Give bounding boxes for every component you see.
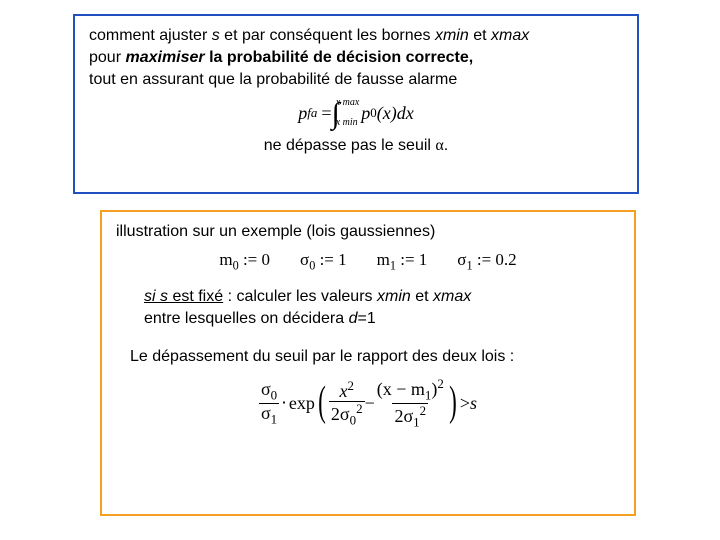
t: xmax — [491, 27, 529, 44]
t: la probabilité de décision correcte, — [205, 49, 474, 66]
sigma-frac: σ0 σ1 — [259, 380, 279, 425]
threshold-formula: σ0 σ1 ⋅ exp ( x2 2σ02 − (x − m1)2 2σ12 )… — [116, 377, 620, 428]
t: ⋅ — [281, 393, 287, 414]
l1u: si s est fixé — [144, 288, 223, 305]
t: comment ajuster — [89, 27, 212, 44]
t: est fixé — [168, 288, 223, 305]
t: entre lesquelles on décidera — [144, 310, 349, 327]
t: > — [460, 393, 470, 414]
t: si — [144, 288, 160, 305]
params-line: m0 := 0 σ0 := 1 m1 := 1 σ1 := 0.2 — [116, 250, 620, 273]
t: s — [470, 393, 477, 414]
t: p — [298, 103, 307, 124]
t: ne dépasse pas le seuil — [264, 137, 436, 154]
term1: x2 2σ02 — [329, 379, 365, 427]
t: xmin — [435, 27, 469, 44]
t: = — [321, 103, 331, 124]
pfa-formula: pfa = ∫ x max x min p0 (x)dx — [89, 98, 623, 128]
t: et — [469, 27, 491, 44]
param-m1: m1 := 1 — [377, 250, 428, 273]
param-m0: m0 := 0 — [219, 250, 270, 273]
t: et — [411, 288, 433, 305]
param-s0: σ0 := 1 — [300, 250, 347, 273]
p1: comment ajuster s et par conséquent les … — [89, 26, 623, 46]
t: =1 — [357, 310, 375, 327]
t: (x)dx — [377, 103, 414, 124]
t: s — [212, 27, 220, 44]
t: exp — [289, 393, 315, 414]
heading: illustration sur un exemple (lois gaussi… — [116, 222, 620, 242]
t: s — [160, 288, 168, 305]
t: fa — [307, 105, 317, 121]
t: : calculer les valeurs — [223, 288, 377, 305]
example-box: illustration sur un exemple (lois gaussi… — [100, 210, 636, 516]
p4: ne dépasse pas le seuil α. — [89, 136, 623, 156]
lparen-icon: ( — [318, 384, 326, 422]
t: − — [365, 393, 375, 414]
integral-icon: ∫ — [331, 100, 339, 127]
t: p — [361, 103, 370, 124]
l3: Le dépassement du seuil par le rapport d… — [116, 347, 620, 367]
t: maximiser — [125, 49, 204, 66]
l2: entre lesquelles on décidera d=1 — [116, 309, 620, 329]
rparen-icon: ) — [449, 384, 457, 422]
t: pour — [89, 49, 125, 66]
p2: pour maximiser la probabilité de décisio… — [89, 48, 623, 68]
t: . — [444, 137, 448, 154]
p3: tout en assurant que la probabilité de f… — [89, 70, 623, 90]
t: et par conséquent les bornes — [220, 27, 435, 44]
t: α — [435, 137, 443, 154]
intro-box: comment ajuster s et par conséquent les … — [73, 14, 639, 194]
param-s1: σ1 := 0.2 — [457, 250, 516, 273]
t: xmin — [377, 288, 411, 305]
l1: si s est fixé : calculer les valeurs xmi… — [116, 287, 620, 307]
t: xmax — [433, 288, 471, 305]
term2: (x − m1)2 2σ12 — [375, 377, 446, 428]
